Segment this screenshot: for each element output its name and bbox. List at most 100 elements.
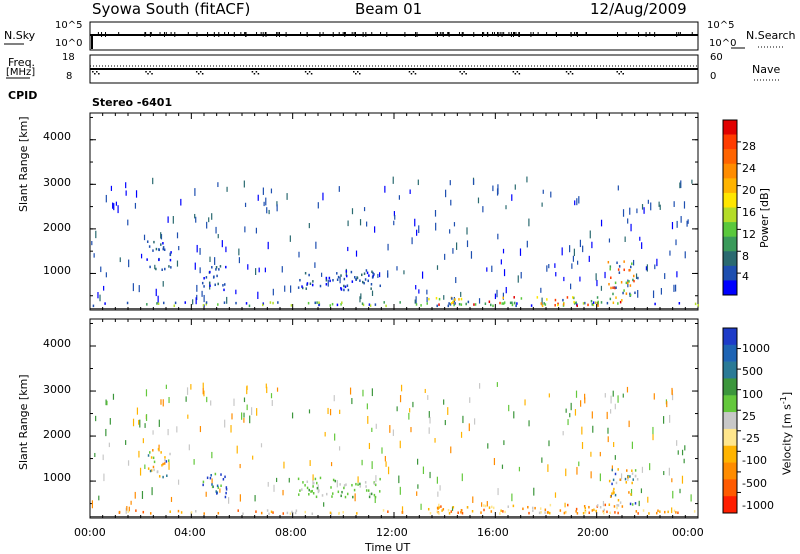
power-scatter-cell <box>152 177 154 185</box>
velocity-scatter-cell <box>308 409 311 414</box>
power-echo-cell <box>484 302 487 306</box>
power-scatter-cell <box>226 296 228 304</box>
power-scatter-cell <box>421 271 424 279</box>
power-scatter-cell <box>641 242 643 249</box>
velocity-echo-cell <box>575 507 578 511</box>
velocity-scatter-cell <box>91 500 94 509</box>
power-echo-cell <box>467 300 470 304</box>
power-echo-cell <box>582 302 585 305</box>
velocity-echo-cell <box>202 483 204 487</box>
power-echo-cell <box>155 247 158 251</box>
velocity-scatter-cell <box>374 496 376 504</box>
power-scatter-cell <box>110 185 113 191</box>
velocity-scatter-cell <box>128 506 130 512</box>
velocity-scatter-cell <box>409 408 411 413</box>
velocity-scatter-cell <box>102 454 104 461</box>
power-echo-cell <box>490 303 492 307</box>
velocity-scatter-cell <box>612 390 614 397</box>
power-echo-cell <box>451 297 453 300</box>
freq-tick-top: 18 <box>62 52 75 63</box>
power-scatter-cell <box>132 283 134 292</box>
power-echo-cell <box>499 301 501 305</box>
velocity-scatter-cell <box>98 495 100 501</box>
velocity-scatter-cell <box>165 384 167 389</box>
power-echo-cell <box>148 245 151 248</box>
power-scatter-cell <box>500 259 502 265</box>
power-scatter-cell <box>569 245 571 253</box>
power-scatter-cell <box>691 179 693 184</box>
colorbar-segment <box>723 236 737 252</box>
velocity-scatter-cell <box>541 457 543 463</box>
velocity-scatter-cell <box>362 389 364 397</box>
velocity-scatter-cell <box>416 491 418 496</box>
colorbar-segment <box>723 344 737 362</box>
velocity-echo-cell <box>142 510 145 514</box>
power-scatter-cell <box>238 248 240 256</box>
power-echo-cell <box>520 297 523 300</box>
power-echo-cell <box>304 271 307 275</box>
power-scatter-cell <box>338 186 340 192</box>
power-scatter-cell <box>686 220 688 227</box>
power-echo-cell <box>359 279 361 282</box>
power-echo-cell <box>370 282 373 286</box>
power-scatter-cell <box>194 213 196 219</box>
power-echo-cell <box>312 280 314 283</box>
velocity-echo-cell <box>356 512 358 515</box>
power-echo-cell <box>368 303 371 306</box>
velocity-scatter-cell <box>554 492 557 498</box>
power-echo-cell <box>619 300 622 304</box>
power-echo-cell <box>420 304 422 307</box>
power-scatter-cell <box>414 218 416 227</box>
velocity-echo-cell <box>225 488 228 491</box>
colorbar-segment <box>723 134 737 150</box>
power-scatter-cell <box>675 239 677 246</box>
power-echo-cell <box>336 303 339 307</box>
velocity-scatter-cell <box>371 427 373 433</box>
velocity-echo-cell <box>340 494 342 498</box>
velocity-echo-cell <box>540 511 542 514</box>
velocity-scatter-cell <box>138 450 140 458</box>
power-echo-cell <box>346 284 349 287</box>
velocity-scatter-cell <box>578 461 580 467</box>
power-echo-cell <box>374 303 377 306</box>
power-scatter-cell <box>669 250 671 256</box>
power-echo-cell <box>316 301 318 304</box>
velocity-echo-cell <box>341 490 343 494</box>
velocity-scatter-cell <box>105 428 107 437</box>
velocity-echo-cell <box>315 495 318 499</box>
power-echo-cell <box>606 301 609 305</box>
velocity-echo-cell <box>617 498 620 502</box>
velocity-scatter-cell <box>481 502 483 507</box>
velocity-echo-cell <box>447 508 450 512</box>
velocity-scatter-cell <box>389 425 391 433</box>
power-scatter-cell <box>374 226 376 233</box>
velocity-panel <box>89 318 699 519</box>
power-echo-cell <box>632 278 634 282</box>
velocity-scatter-cell <box>384 455 386 462</box>
power-scatter-cell <box>327 279 329 287</box>
velocity-echo-cell <box>429 512 432 515</box>
velocity-scatter-cell <box>246 404 248 411</box>
velocity-scatter-cell <box>590 471 592 479</box>
velocity-ytick-2000: 2000 <box>43 428 71 441</box>
velocity-echo-cell <box>165 460 168 463</box>
power-scatter-cell <box>671 221 674 230</box>
power-scatter-cell <box>572 255 575 262</box>
power-echo-cell <box>630 265 632 269</box>
power-echo-cell <box>203 285 205 288</box>
power-scatter-cell <box>608 238 611 243</box>
power-scatter-cell <box>384 185 386 193</box>
velocity-echo-cell <box>156 470 159 473</box>
velocity-echo-cell <box>304 510 307 514</box>
power-echo-cell <box>318 303 321 306</box>
velocity-echo-cell <box>220 473 222 476</box>
velocity-echo-cell <box>222 478 225 481</box>
velocity-scatter-cell <box>580 400 582 407</box>
velocity-echo-cell <box>374 483 377 487</box>
power-scatter-cell <box>366 221 368 227</box>
power-echo-cell <box>511 301 513 305</box>
vel-cbar-tick-1000: 1000 <box>742 342 770 355</box>
velocity-scatter-cell <box>126 506 128 511</box>
power-scatter-cell <box>466 227 468 235</box>
velocity-echo-cell <box>634 502 637 505</box>
